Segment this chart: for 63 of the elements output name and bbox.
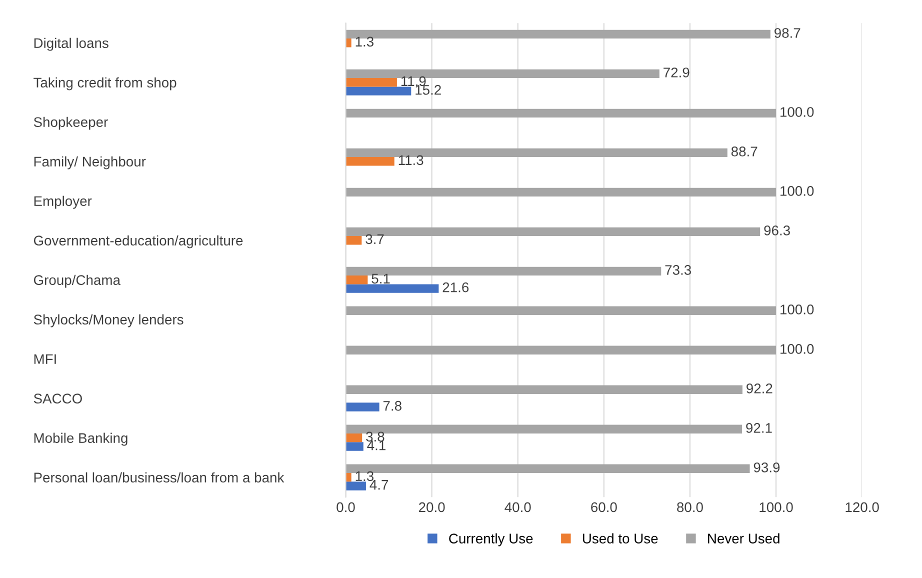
data-label: 73.3 (665, 265, 691, 275)
y-tick-label: Taking credit from shop (34, 77, 176, 90)
data-label: 1.3 (356, 471, 374, 482)
x-tick-label: 0.0 (336, 502, 355, 512)
x-tick-label: 120.0 (846, 502, 879, 512)
bar (346, 402, 380, 412)
data-label: 4.7 (370, 480, 388, 490)
y-tick-label: Group/Chama (34, 274, 120, 288)
x-tick-label: 20.0 (418, 502, 445, 512)
legend-label: Currently Use (449, 533, 533, 546)
legend-label: Used to Use (582, 533, 658, 544)
bar (346, 385, 742, 394)
data-label: 4.1 (367, 440, 386, 450)
legend-label: Never Used (708, 533, 780, 544)
bar (346, 157, 394, 166)
bar (346, 346, 776, 354)
bar (346, 442, 364, 451)
x-tick-label: 60.0 (591, 502, 617, 512)
data-label: 5.1 (372, 274, 390, 284)
x-tick-label: 100.0 (760, 502, 793, 512)
bar (346, 284, 439, 293)
x-tick-label: 40.0 (504, 502, 531, 512)
bar (346, 188, 776, 197)
bar (346, 78, 397, 87)
y-tick-label: Family/ Neighbour (34, 156, 146, 170)
data-label: 7.8 (383, 400, 402, 411)
data-label: 93.9 (754, 462, 780, 472)
data-label: 100.0 (780, 304, 814, 314)
y-tick-label: Government-education/agriculture (34, 235, 243, 248)
bar (346, 86, 412, 96)
data-label: 11.9 (401, 76, 426, 86)
data-label: 3.8 (366, 432, 384, 442)
data-label: 88.7 (731, 146, 758, 156)
bar (346, 236, 362, 245)
data-label: 21.6 (442, 282, 469, 292)
bar (346, 482, 366, 490)
y-tick-label: Shopkeeper (34, 116, 108, 130)
data-label: 92.2 (746, 384, 772, 394)
bar (346, 433, 362, 442)
data-label: 100.0 (780, 186, 814, 196)
data-label: 100.0 (780, 107, 814, 117)
y-tick-label: MFI (34, 354, 56, 364)
bar (346, 306, 776, 315)
y-tick-label: Personal loan/business/loan from a bank (34, 472, 284, 482)
y-tick-label: Shylocks/Money lenders (34, 314, 184, 328)
data-label: 11.3 (398, 155, 424, 166)
data-label: 3.7 (366, 234, 384, 244)
y-tick-label: SACCO (34, 394, 82, 404)
y-tick-label: Digital loans (34, 38, 108, 51)
data-label: 1.3 (356, 36, 374, 47)
data-label: 15.2 (416, 84, 441, 95)
bar (346, 108, 776, 118)
y-tick-label: Employer (34, 196, 92, 209)
data-label: 72.9 (664, 68, 690, 78)
bar (346, 424, 742, 434)
data-label: 100.0 (780, 344, 814, 354)
x-tick-label: 80.0 (677, 502, 703, 512)
data-label: 92.1 (746, 423, 772, 433)
bar (346, 464, 750, 473)
data-label: 98.7 (774, 28, 800, 38)
y-tick-label: Mobile Banking (34, 432, 128, 446)
data-label: 96.3 (764, 226, 790, 236)
bar (346, 276, 368, 284)
